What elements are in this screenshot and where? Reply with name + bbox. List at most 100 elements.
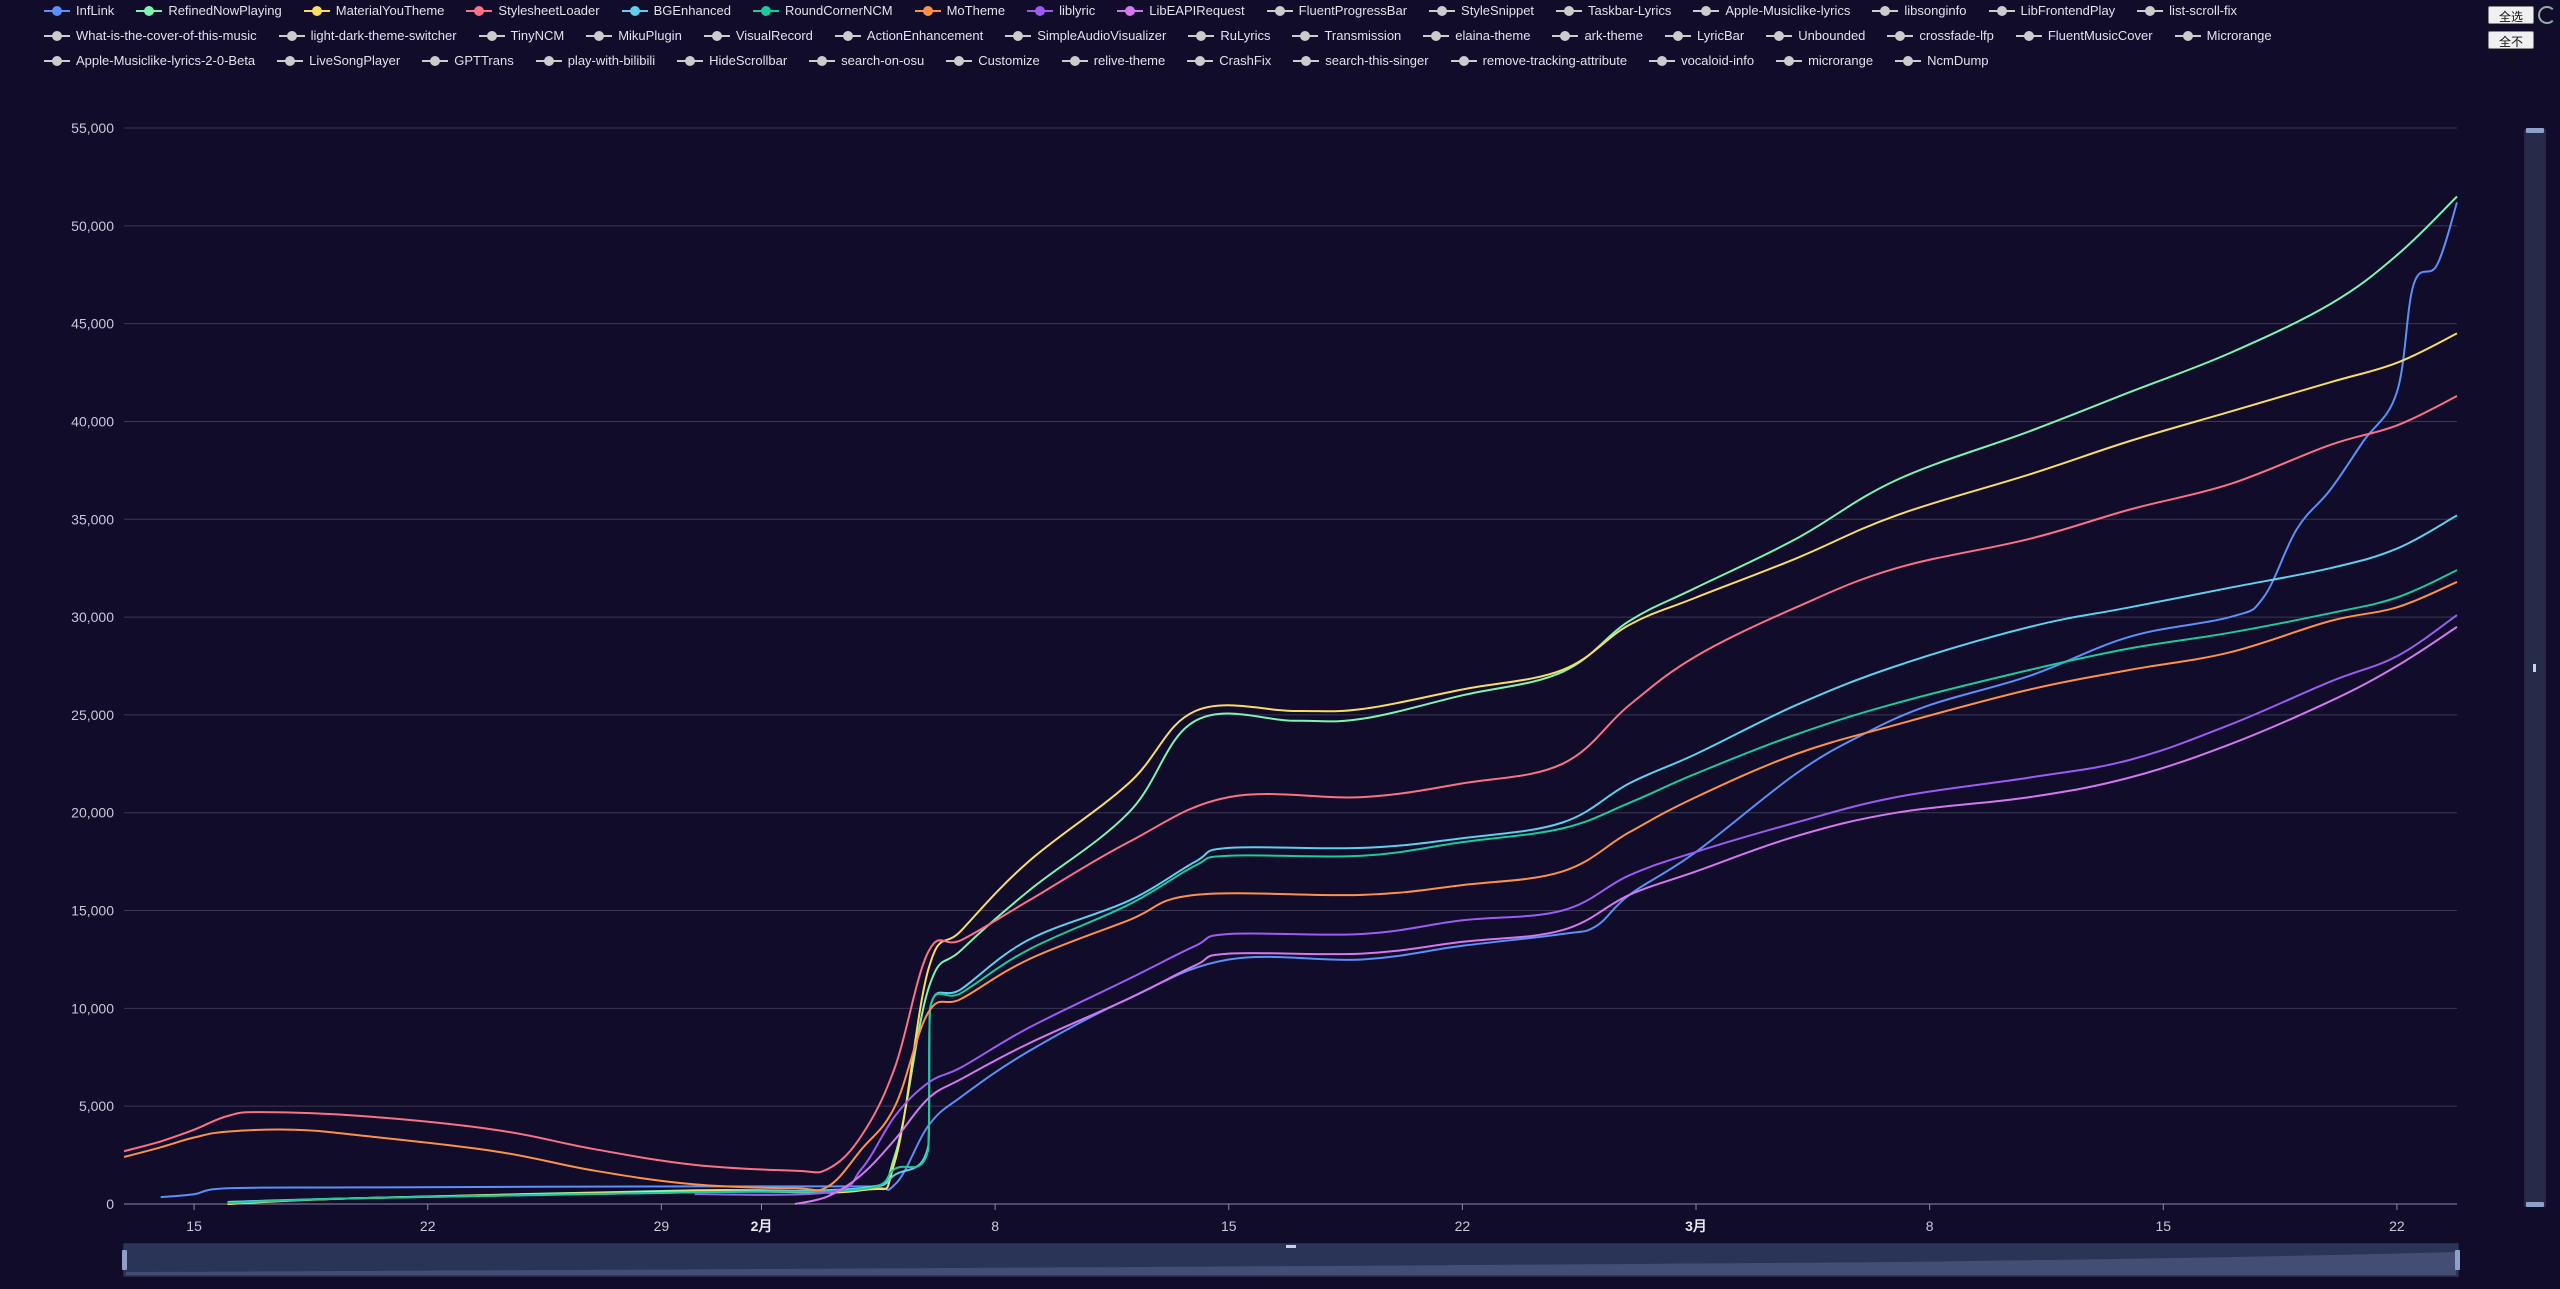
legend-item[interactable]: search-on-osu [809,50,924,72]
horizontal-data-zoom[interactable] [122,1243,2460,1277]
legend-item[interactable]: ark-theme [1552,25,1643,47]
legend-item[interactable]: Unbounded [1766,25,1865,47]
legend-item[interactable]: LyricBar [1664,25,1744,47]
legend-item[interactable]: GPTTrans [422,50,514,72]
legend-swatch-icon [1693,4,1720,18]
legend-label: libsonginfo [1904,3,1967,18]
legend-item[interactable]: LibFrontendPlay [1988,0,2115,22]
legend-label: ActionEnhancement [866,28,984,43]
legend-label: liblyric [1059,3,1096,18]
legend-item[interactable]: remove-tracking-attribute [1450,50,1627,72]
x-tick-label: 22 [420,1218,436,1234]
legend-item[interactable]: StylesheetLoader [466,0,600,22]
legend-item[interactable]: crossfade-lfp [1887,25,1994,47]
legend-item[interactable]: StyleSnippet [1429,0,1534,22]
x-tick-label: 2月 [751,1218,773,1234]
legend-item[interactable]: LibEAPIRequest [1117,0,1245,22]
legend-swatch-icon [1895,54,1922,68]
series-line [227,569,2458,1204]
legend-label: Taskbar-Lyrics [1588,3,1672,18]
legend-item[interactable]: Taskbar-Lyrics [1556,0,1671,22]
legend-swatch-icon [1450,54,1477,68]
legend-swatch-icon [1552,29,1579,43]
y-tick-label: 20,000 [71,805,114,821]
legend-item[interactable]: Transmission [1292,25,1401,47]
legend-swatch-icon [478,29,505,43]
legend-item[interactable]: ActionEnhancement [834,25,984,47]
series-line [227,332,2458,1205]
legend-swatch-icon [1429,4,1456,18]
legend-swatch-icon [834,29,861,43]
legend-item[interactable]: elaina-theme [1423,25,1530,47]
legend-item[interactable]: RefinedNowPlaying [136,0,282,22]
legend-swatch-icon [278,29,305,43]
legend-item[interactable]: relive-theme [1061,50,1165,72]
legend-item[interactable]: MoTheme [914,0,1006,22]
legend-item[interactable]: TinyNCM [478,25,564,47]
grid-lines [124,127,2457,1205]
legend-item[interactable]: Microrange [2174,25,2272,47]
legend-label: search-on-osu [841,53,925,68]
legend-item[interactable]: What-is-the-cover-of-this-music [44,25,257,47]
legend-item[interactable]: search-this-singer [1293,50,1429,72]
legend-label: ark-theme [1584,28,1643,43]
legend-item[interactable]: libsonginfo [1872,0,1967,22]
legend-item[interactable]: Apple-Musiclike-lyrics-2-0-Beta [44,50,255,72]
y-tick-label: 35,000 [71,511,114,527]
legend-label: MoTheme [946,3,1006,18]
y-tick-label: 15,000 [71,903,114,919]
legend-label: SimpleAudioVisualizer [1037,28,1167,43]
y-axis: 0 5,000 10,000 15,000 20,000 25,000 30,000 35,0… [71,120,114,1212]
legend-item[interactable]: InfLink [44,0,114,22]
y-tick-label: 5,000 [79,1098,114,1114]
y-tick-label: 55,000 [71,120,114,136]
legend-swatch-icon [136,4,163,18]
horizontal-zoom-left-handle [122,1250,127,1270]
legend-item[interactable]: play-with-bilibili [535,50,655,72]
legend-item[interactable]: RoundCornerNCM [752,0,893,22]
refresh-icon[interactable] [2538,6,2556,24]
legend-item[interactable]: RuLyrics [1188,25,1270,47]
select-all-button[interactable]: 全选 [2488,6,2534,24]
legend-item[interactable]: light-dark-theme-switcher [278,25,457,47]
x-axis: 15 22 29 2月 8 15 22 3月 8 15 22 [186,1204,2405,1234]
legend-label: LiveSongPlayer [309,53,401,68]
legend-item[interactable]: vocaloid-info [1649,50,1754,72]
legend-item[interactable]: NcmDump [1895,50,1989,72]
legend-item[interactable]: SimpleAudioVisualizer [1005,25,1166,47]
legend-item[interactable]: Customize [946,50,1040,72]
legend-label: list-scroll-fix [2169,3,2238,18]
legend-label: StylesheetLoader [498,3,600,18]
legend-item[interactable]: microrange [1776,50,1873,72]
legend-item[interactable]: MikuPlugin [586,25,682,47]
legend-label: Customize [978,53,1040,68]
legend-label: CrashFix [1219,53,1272,68]
legend-item[interactable]: VisualRecord [703,25,813,47]
x-tick-label: 8 [1926,1218,1934,1234]
series-line [160,201,2458,1199]
vertical-data-zoom[interactable] [2524,128,2546,1207]
x-tick-label: 15 [2156,1218,2172,1234]
legend-item[interactable]: FluentProgressBar [1266,0,1407,22]
legend-label: GPTTrans [454,53,514,68]
legend-label: What-is-the-cover-of-this-music [76,28,257,43]
legend-item[interactable]: liblyric [1027,0,1095,22]
legend-swatch-icon [1988,4,2015,18]
legend-label: search-this-singer [1325,53,1429,68]
legend-item[interactable]: FluentMusicCover [2015,25,2153,47]
vertical-zoom-top-handle [2526,128,2544,133]
legend-item[interactable]: BGEnhanced [621,0,731,22]
legend-item[interactable]: MaterialYouTheme [303,0,444,22]
legend-label: RuLyrics [1220,28,1271,43]
y-tick-label: 50,000 [71,218,114,234]
legend-item[interactable]: list-scroll-fix [2137,0,2237,22]
legend-label: Microrange [2206,28,2272,43]
legend-item[interactable]: Apple-Musiclike-lyrics [1693,0,1850,22]
legend-item[interactable]: HideScrollbar [677,50,787,72]
y-tick-label: 10,000 [71,1000,114,1016]
legend-item[interactable]: CrashFix [1187,50,1271,72]
x-tick-label: 29 [654,1218,670,1234]
legend-item[interactable]: LiveSongPlayer [277,50,400,72]
series-line [123,580,2458,1192]
select-none-button[interactable]: 全不选 [2488,31,2534,67]
